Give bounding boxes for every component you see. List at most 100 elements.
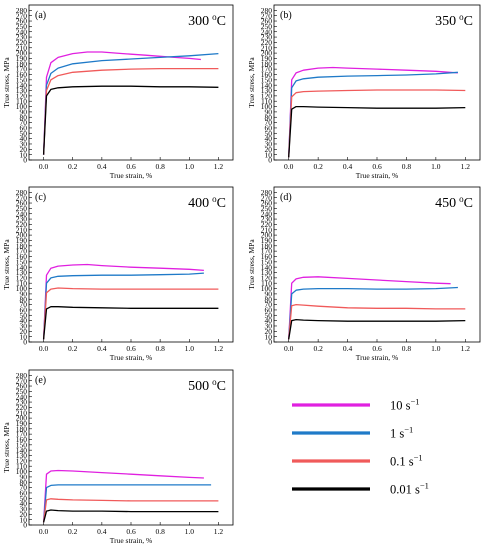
y-tick-label: 220: [16, 38, 28, 47]
y-tick-label: 110: [16, 97, 27, 106]
y-tick-label: 260: [261, 199, 273, 208]
y-tick-label: 20: [265, 327, 273, 336]
y-tick-label: 120: [261, 273, 273, 282]
y-tick-label: 20: [20, 510, 28, 519]
series-line-0p1: [288, 303, 466, 340]
series-line-0p1: [288, 89, 466, 158]
y-tick-label: 140: [16, 81, 28, 90]
y-tick-label: 130: [261, 86, 273, 95]
y-tick-label: 10: [265, 332, 273, 341]
series-line-0p1: [42, 498, 219, 523]
x-axis-label: True strain, %: [356, 171, 398, 180]
y-tick-label: 260: [16, 17, 28, 26]
y-tick-label: 270: [16, 11, 28, 20]
y-tick-label: 220: [261, 38, 273, 47]
y-tick-label: 100: [261, 102, 273, 111]
x-tick-label: 0.4: [97, 162, 107, 171]
y-tick-label: 80: [20, 478, 28, 487]
y-tick-label: 210: [16, 43, 28, 52]
series-line-10: [42, 469, 204, 523]
y-tick-label: 170: [261, 247, 273, 256]
celsius-unit: C: [464, 196, 473, 211]
y-tick-label: 60: [265, 124, 273, 133]
legend-rate: 1 s: [390, 427, 404, 441]
y-tick-label: 90: [20, 289, 28, 298]
y-tick-label: 160: [16, 435, 28, 444]
y-tick-label: 200: [16, 231, 28, 240]
y-tick-label: 100: [261, 284, 273, 293]
y-tick-label: 0: [23, 338, 27, 347]
x-tick-label: 0.8: [155, 344, 165, 353]
y-tick-label: 50: [20, 494, 28, 503]
x-tick-label: 0.0: [284, 162, 294, 171]
y-tick-label: 40: [20, 316, 28, 325]
panel-label: (a): [35, 10, 46, 21]
y-tick-label: 30: [20, 505, 28, 514]
x-axis-label: True strain, %: [110, 353, 152, 362]
x-tick-label: 1.0: [431, 344, 441, 353]
y-tick-label: 220: [261, 220, 273, 229]
y-tick-label: 0: [23, 521, 27, 530]
y-tick-label: 40: [265, 316, 273, 325]
chart-panel-2: 0102030405060708090100110120130140150160…: [247, 4, 481, 180]
y-axis-label: True stress, MPa: [2, 422, 11, 473]
x-tick-label: 1.2: [214, 162, 224, 171]
degree-symbol: o: [212, 377, 217, 387]
legend-rate: 0.1 s: [390, 455, 414, 469]
x-tick-label: 0.4: [97, 344, 107, 353]
y-tick-label: 10: [265, 150, 273, 159]
x-tick-label: 0.8: [402, 162, 412, 171]
y-tick-label: 230: [16, 33, 28, 42]
y-tick-label: 150: [261, 257, 273, 266]
y-tick-label: 100: [16, 284, 28, 293]
y-tick-label: 180: [16, 241, 28, 250]
chart-panel-3: 0102030405060708090100110120130140150160…: [2, 186, 234, 362]
y-tick-label: 260: [16, 199, 28, 208]
y-tick-label: 40: [265, 134, 273, 143]
y-tick-label: 160: [261, 252, 273, 261]
y-tick-label: 230: [261, 215, 273, 224]
x-tick-label: 0.0: [39, 162, 49, 171]
degree-symbol: o: [459, 194, 464, 204]
series-line-1: [288, 286, 458, 340]
celsius-unit: C: [217, 14, 226, 29]
y-tick-label: 170: [261, 65, 273, 74]
degree-symbol: o: [212, 194, 217, 204]
y-tick-label: 190: [16, 236, 28, 245]
y-tick-label: 200: [16, 49, 28, 58]
series-line-0p01: [42, 85, 219, 155]
y-tick-label: 270: [16, 193, 28, 202]
series-line-0p01: [288, 105, 466, 158]
y-tick-label: 190: [261, 236, 273, 245]
x-tick-label: 0.2: [68, 162, 78, 171]
x-tick-label: 1.0: [185, 527, 195, 536]
temperature-value: 300: [188, 14, 209, 29]
y-tick-label: 20: [265, 145, 273, 154]
x-tick-label: 0.8: [155, 527, 165, 536]
y-tick-label: 40: [20, 134, 28, 143]
x-axis-label: True strain, %: [356, 353, 398, 362]
temperature-value: 500: [188, 379, 209, 394]
panel-label: (c): [35, 192, 46, 203]
x-tick-label: 0.0: [39, 527, 49, 536]
y-tick-label: 110: [16, 462, 27, 471]
y-tick-label: 230: [16, 398, 28, 407]
y-tick-label: 90: [265, 289, 273, 298]
y-tick-label: 20: [20, 327, 28, 336]
y-tick-label: 170: [16, 65, 28, 74]
y-tick-label: 180: [16, 424, 28, 433]
y-tick-label: 190: [261, 54, 273, 63]
y-tick-label: 270: [16, 376, 28, 385]
x-tick-label: 0.2: [313, 162, 323, 171]
series-line-1: [42, 52, 219, 155]
series-line-0p01: [42, 306, 219, 340]
legend-exponent: −1: [411, 397, 420, 407]
y-tick-label: 250: [16, 387, 28, 396]
y-tick-label: 270: [261, 193, 273, 202]
y-tick-label: 130: [261, 268, 273, 277]
y-tick-label: 260: [261, 17, 273, 26]
x-tick-label: 1.2: [461, 162, 471, 171]
legend-label: 0.1 s−1: [390, 453, 423, 469]
y-tick-label: 190: [16, 419, 28, 428]
